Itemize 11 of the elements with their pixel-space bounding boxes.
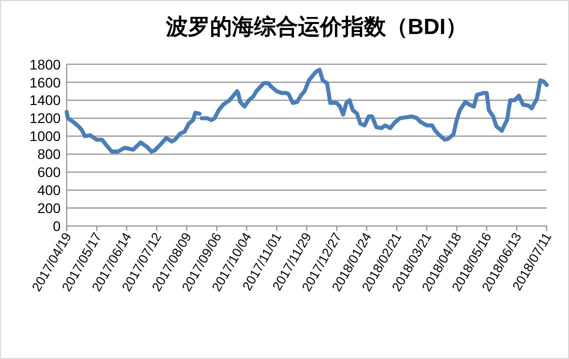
y-tick-label: 200 bbox=[37, 200, 61, 216]
y-tick-label: 1800 bbox=[30, 56, 61, 72]
y-tick-label: 1600 bbox=[30, 74, 61, 90]
y-tick-label: 600 bbox=[37, 164, 61, 180]
chart-title: 波罗的海综合运价指数（BDI） bbox=[164, 14, 468, 39]
y-tick-label: 1000 bbox=[30, 128, 61, 144]
y-tick-label: 0 bbox=[52, 218, 61, 234]
y-tick-label: 1200 bbox=[30, 110, 61, 126]
y-tick-label: 400 bbox=[37, 182, 61, 198]
y-tick-label: 800 bbox=[37, 146, 61, 162]
y-tick-label: 1400 bbox=[30, 92, 61, 108]
